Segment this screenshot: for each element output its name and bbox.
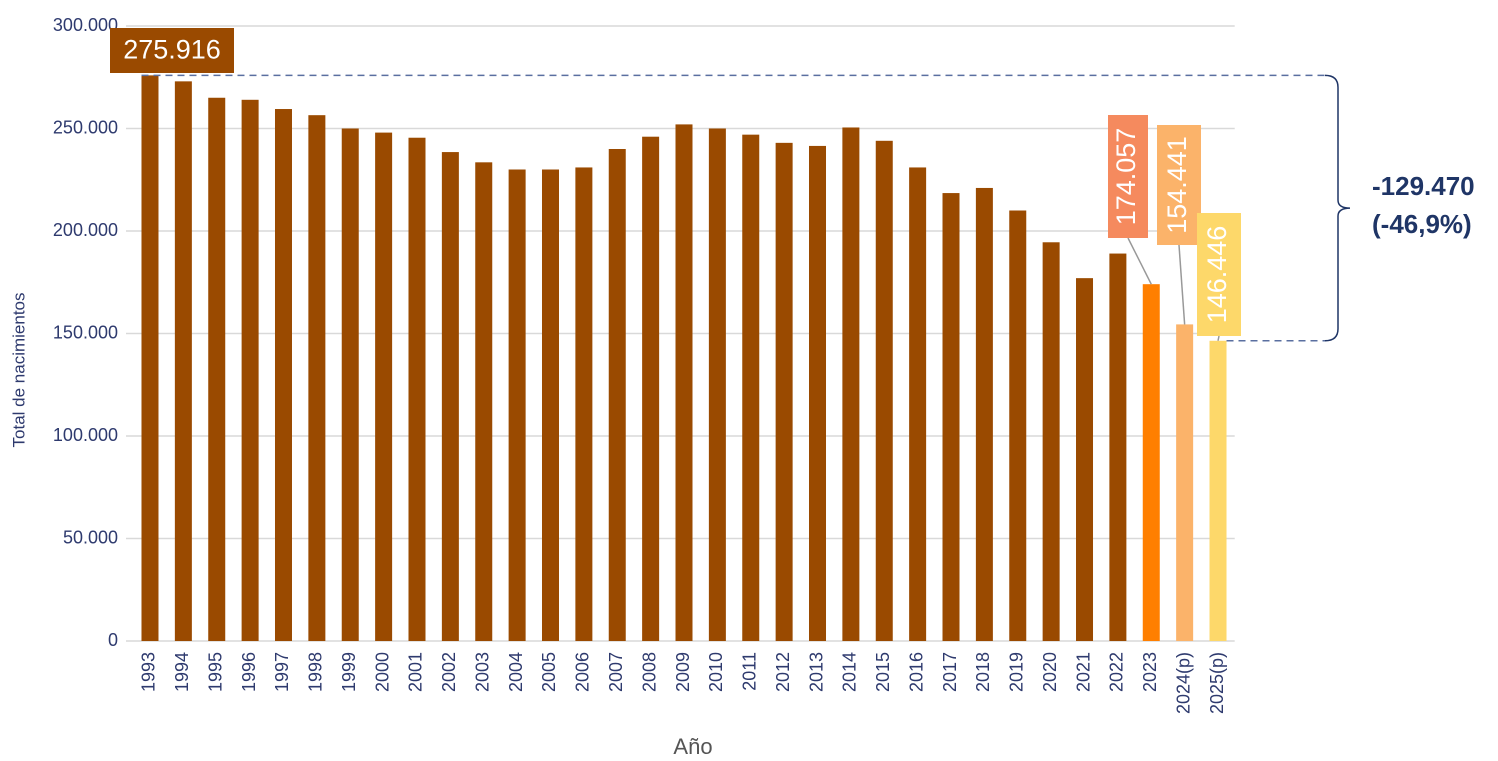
bar	[675, 124, 693, 641]
x-tick-label: 1993	[139, 652, 159, 692]
x-tick-label: 2008	[639, 652, 659, 692]
bar	[1109, 253, 1127, 642]
bar	[642, 136, 660, 641]
bar	[541, 169, 559, 641]
bar	[775, 142, 793, 641]
x-tick-label: 2017	[940, 652, 960, 692]
x-tick-label: 2006	[573, 652, 593, 692]
leader-line	[1178, 244, 1186, 325]
x-tick-label: 2014	[840, 652, 860, 692]
x-tick-label: 2005	[539, 652, 559, 692]
x-tick-label: 2021	[1073, 652, 1093, 692]
label-box	[1197, 213, 1241, 336]
bar	[1076, 278, 1094, 641]
annotation-text: (-46,9%)	[1372, 209, 1472, 239]
y-tick-label: 50.000	[63, 527, 118, 547]
x-tick-label: 2018	[973, 652, 993, 692]
x-axis-title: Año	[673, 734, 712, 759]
x-tick-label: 1994	[172, 652, 192, 692]
bar	[408, 137, 426, 641]
bar	[475, 162, 493, 641]
label-box	[1108, 115, 1148, 238]
data-label: 146.446	[1202, 226, 1232, 324]
y-tick-label: 0	[108, 630, 118, 650]
data-label: 174.057	[1111, 128, 1141, 226]
y-tick-label: 150.000	[53, 322, 118, 342]
bar	[575, 167, 593, 641]
bar	[341, 128, 359, 641]
x-tick-label: 2015	[873, 652, 893, 692]
bar	[174, 81, 192, 642]
x-tick-label: 2022	[1107, 652, 1127, 692]
y-tick-label: 100.000	[53, 425, 118, 445]
bar	[241, 99, 259, 642]
y-tick-label: 300.000	[53, 15, 118, 35]
y-tick-label: 250.000	[53, 117, 118, 137]
x-tick-label: 2001	[406, 652, 426, 692]
bar	[1009, 210, 1027, 641]
bar	[208, 97, 226, 641]
leader-line	[1217, 335, 1220, 341]
x-tick-label: 1995	[205, 652, 225, 692]
annotation-text: -129.470	[1372, 171, 1475, 201]
bar	[441, 152, 459, 641]
x-tick-label: 2024(p)	[1173, 652, 1193, 714]
x-tick-label: 2004	[506, 652, 526, 692]
bar	[141, 75, 159, 642]
x-tick-label: 1998	[306, 652, 326, 692]
x-tick-label: 2016	[906, 652, 926, 692]
bar	[708, 128, 726, 641]
bar	[975, 187, 993, 641]
x-tick-label: 2019	[1007, 652, 1027, 692]
label-box	[1157, 125, 1201, 245]
y-axis-title: Total de nacimientos	[9, 293, 28, 448]
x-tick-label: 2002	[439, 652, 459, 692]
x-tick-label: 1999	[339, 652, 359, 692]
x-tick-label: 2025(p)	[1207, 652, 1227, 714]
bar	[809, 145, 827, 642]
bar	[1142, 284, 1160, 641]
leader-line	[1127, 237, 1152, 285]
x-tick-label: 2007	[606, 652, 626, 692]
bar	[875, 140, 893, 642]
bar	[742, 134, 760, 641]
data-label: 275.916	[123, 35, 221, 65]
bar	[1176, 324, 1194, 641]
bar	[942, 193, 960, 641]
x-tick-label: 2003	[472, 652, 492, 692]
x-tick-label: 1997	[272, 652, 292, 692]
x-tick-label: 2009	[673, 652, 693, 692]
bar	[842, 127, 860, 642]
x-tick-label: 2013	[806, 652, 826, 692]
x-tick-label: 2023	[1140, 652, 1160, 692]
bar	[508, 169, 526, 641]
bracket	[1324, 74, 1351, 342]
bar	[909, 167, 927, 641]
bar	[274, 109, 292, 641]
x-tick-label: 1996	[239, 652, 259, 692]
bar	[608, 149, 626, 641]
bar	[1042, 242, 1060, 641]
x-tick-label: 2000	[372, 652, 392, 692]
label-box	[110, 28, 234, 73]
bar	[375, 132, 393, 641]
x-tick-label: 2020	[1040, 652, 1060, 692]
bar	[308, 115, 326, 642]
data-label: 154.441	[1162, 136, 1192, 234]
x-tick-label: 2011	[740, 652, 760, 691]
x-tick-label: 2012	[773, 652, 793, 692]
x-tick-label: 2010	[706, 652, 726, 692]
y-tick-label: 200.000	[53, 220, 118, 240]
bar	[1209, 340, 1227, 641]
